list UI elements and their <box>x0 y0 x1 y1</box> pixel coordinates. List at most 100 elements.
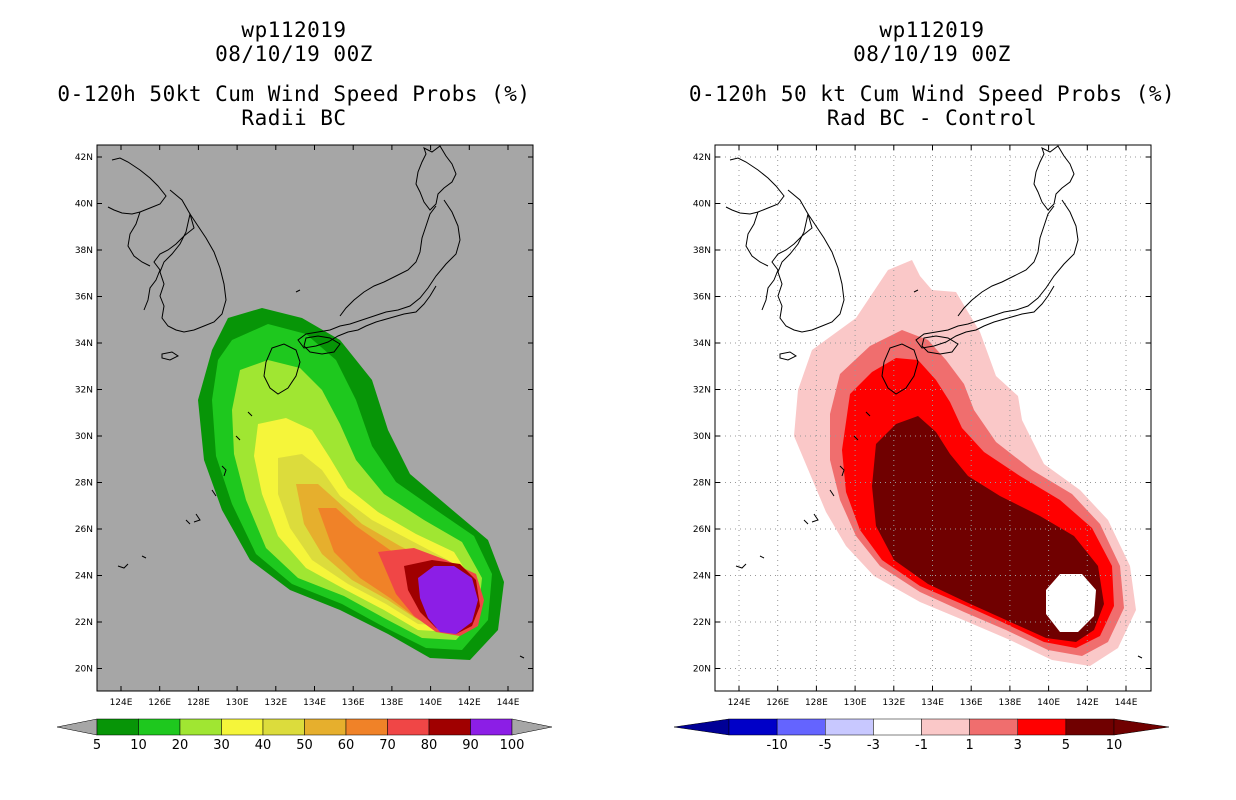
colorbar-label: 70 <box>379 738 396 753</box>
lat-label: 30N <box>75 432 93 442</box>
colorbar-high-arrow <box>511 718 553 736</box>
lon-label: 128E <box>187 698 210 708</box>
lat-label: 34N <box>75 339 93 349</box>
lon-label: 132E <box>264 698 287 708</box>
colorbar-label: 1 <box>965 738 973 753</box>
right-storm-id: wp112019 <box>879 18 985 42</box>
colorbar-label: -5 <box>819 738 832 753</box>
colorbar-swatch <box>262 718 305 736</box>
colorbar-high-arrow <box>1113 718 1170 736</box>
colorbar-swatch <box>179 718 222 736</box>
colorbar-low-arrow <box>673 718 730 736</box>
colorbar-label: 3 <box>1014 738 1022 753</box>
left-product: 0-120h 50kt Cum Wind Speed Probs (%) <box>57 82 531 106</box>
colorbar-label: 40 <box>255 738 272 753</box>
lon-label: 136E <box>342 698 365 708</box>
colorbar-swatch <box>138 718 181 736</box>
lon-label: 142E <box>1076 698 1099 708</box>
lat-label: 34N <box>693 339 711 349</box>
lon-label: 140E <box>419 698 442 708</box>
colorbar-low-arrow <box>56 718 98 736</box>
colorbar-label: 5 <box>1062 738 1070 753</box>
lon-label: 134E <box>921 698 944 708</box>
lat-label: 38N <box>693 246 711 256</box>
left-subtitle: Radii BC <box>241 106 347 130</box>
colorbar-label: -3 <box>867 738 880 753</box>
colorbar-label: 60 <box>338 738 355 753</box>
lon-label: 128E <box>805 698 828 708</box>
lat-label: 22N <box>75 618 93 628</box>
lat-label: 22N <box>693 618 711 628</box>
colorbar-label: 10 <box>1106 738 1123 753</box>
colorbar-swatch <box>470 718 513 736</box>
right-map: 42N 40N 38N 36N 34N 32N 30N 28N 26N 24N 22N 20N 124E… <box>693 144 1152 708</box>
lat-label: 32N <box>693 386 711 396</box>
right-colorbar: -10 -5 -3 -1 1 3 5 10 <box>673 718 1170 753</box>
colorbar-label: 100 <box>500 738 525 753</box>
lat-label: 36N <box>75 293 93 303</box>
colorbar-label: -10 <box>767 738 788 753</box>
colorbar-label: 50 <box>296 738 313 753</box>
lat-label: 28N <box>693 479 711 489</box>
lon-label: 144E <box>497 698 520 708</box>
colorbar-label: 20 <box>172 738 189 753</box>
lon-label: 126E <box>148 698 171 708</box>
lat-label: 24N <box>75 572 93 582</box>
left-title: wp112019 08/10/19 00Z 0-120h 50kt Cum Wi… <box>14 18 574 130</box>
colorbar-label: 10 <box>130 738 147 753</box>
colorbar-swatch <box>1065 718 1115 736</box>
lat-label: 24N <box>693 572 711 582</box>
colorbar-swatch <box>304 718 347 736</box>
lon-label: 132E <box>882 698 905 708</box>
colorbar-swatch <box>345 718 388 736</box>
colorbar-label: 90 <box>462 738 479 753</box>
lon-label: 130E <box>226 698 249 708</box>
colorbar-swatch <box>921 718 970 736</box>
lat-label: 36N <box>693 293 711 303</box>
colorbar-swatch <box>969 718 1018 736</box>
lat-label: 26N <box>693 525 711 535</box>
lat-label: 42N <box>693 153 711 163</box>
lat-label: 20N <box>693 665 711 675</box>
left-date: 08/10/19 00Z <box>215 42 373 66</box>
lat-label: 26N <box>75 525 93 535</box>
lon-label: 140E <box>1037 698 1060 708</box>
right-difference-contours <box>715 145 1151 691</box>
lon-label: 136E <box>960 698 983 708</box>
colorbar-label: 5 <box>93 738 101 753</box>
lon-label: 138E <box>998 698 1021 708</box>
lon-label: 130E <box>844 698 867 708</box>
left-storm-id: wp112019 <box>241 18 347 42</box>
colorbar-swatch <box>387 718 430 736</box>
right-product: 0-120h 50 kt Cum Wind Speed Probs (%) <box>688 82 1176 106</box>
colorbar-label: 30 <box>213 738 230 753</box>
right-title: wp112019 08/10/19 00Z 0-120h 50 kt Cum W… <box>632 18 1232 130</box>
lat-label: 30N <box>693 432 711 442</box>
lat-label: 40N <box>75 200 93 210</box>
colorbar-swatch <box>428 718 471 736</box>
lat-label: 38N <box>75 246 93 256</box>
left-colorbar: 5 10 20 30 40 50 60 70 80 90 100 <box>56 718 553 753</box>
lon-label: 124E <box>728 698 751 708</box>
right-axes: 42N 40N 38N 36N 34N 32N 30N 28N 26N 24N 22N 20N 124E… <box>693 145 1151 708</box>
colorbar-swatch <box>825 718 874 736</box>
colorbar-swatch <box>221 718 264 736</box>
lon-label: 126E <box>766 698 789 708</box>
right-gridlines <box>715 145 1151 691</box>
colorbar-swatch <box>776 718 826 736</box>
colorbar-swatch <box>728 718 778 736</box>
left-map: 42N 40N 38N 36N 34N 32N 30N 28N 26N 24N 22N 20N 124E… <box>75 144 534 708</box>
colorbar-swatch <box>96 718 139 736</box>
right-date: 08/10/19 00Z <box>853 42 1011 66</box>
colorbar-swatch <box>1017 718 1067 736</box>
lon-label: 144E <box>1115 698 1138 708</box>
lon-label: 138E <box>380 698 403 708</box>
left-axes: 42N 40N 38N 36N 34N 32N 30N 28N 26N 24N 22N 20N 124E… <box>75 145 533 708</box>
lon-label: 142E <box>458 698 481 708</box>
lon-label: 134E <box>303 698 326 708</box>
lat-label: 28N <box>75 479 93 489</box>
colorbar-swatch <box>873 718 922 736</box>
lat-label: 32N <box>75 386 93 396</box>
lon-label: 124E <box>110 698 133 708</box>
